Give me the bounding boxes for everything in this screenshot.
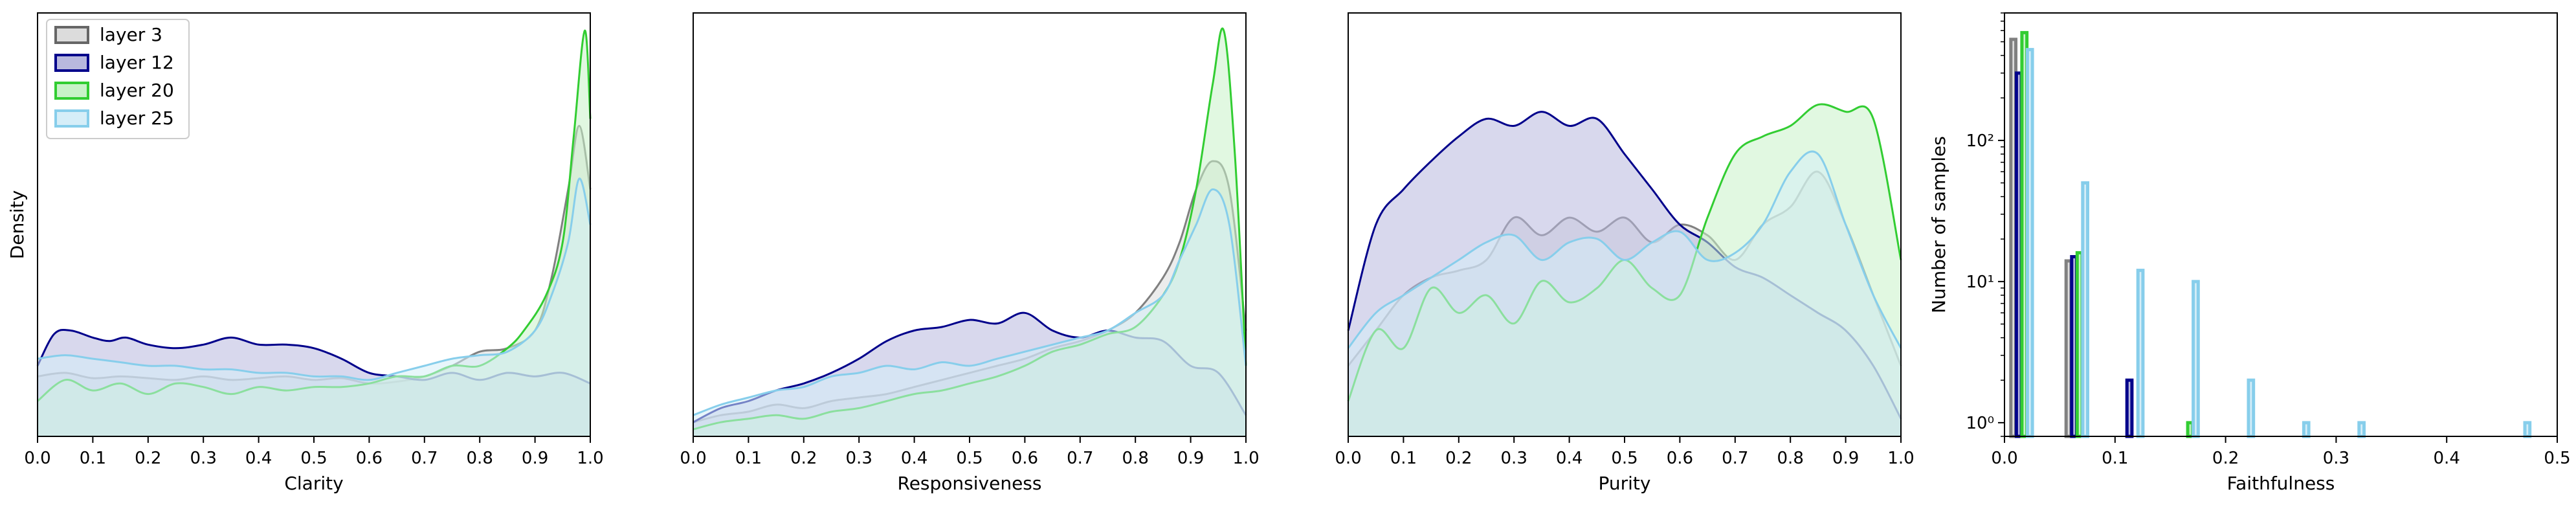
y-axis-label: Number of samples <box>1928 136 1949 313</box>
axes-frame <box>2004 12 2558 437</box>
x-axis-label: Clarity <box>284 473 343 494</box>
x-tick-label: 0.9 <box>522 449 548 468</box>
x-axis-label: Purity <box>1599 473 1651 494</box>
density-fill-layer-25 <box>693 189 1246 436</box>
legend: layer 3 layer 12 layer 20 layer 25 <box>46 19 190 139</box>
legend-swatch-layer-20 <box>54 82 89 100</box>
x-tick-label: 0.7 <box>411 449 438 468</box>
legend-swatch-layer-12 <box>54 54 89 72</box>
legend-label-layer-20: layer 20 <box>100 80 174 101</box>
density-fill-layer-25 <box>38 178 590 436</box>
x-tick-label: 0.5 <box>1611 449 1638 468</box>
legend-label-layer-25: layer 25 <box>100 107 174 129</box>
plot-area-2 <box>693 27 1247 437</box>
x-tick-label: 0.1 <box>1390 449 1417 468</box>
x-tick-label: 0.8 <box>1122 449 1149 468</box>
x-tick-label: 0.7 <box>1067 449 1093 468</box>
x-tick-label: 0.7 <box>1722 449 1748 468</box>
x-tick-label: 0.2 <box>1445 449 1472 468</box>
y-tick-label: 10⁰ <box>1966 414 1994 433</box>
density-line-layer-25 <box>37 177 592 381</box>
panel-3: 0.0 0.1 0.2 0.3 0.4 0.5 0.6 0.7 0.8 0.9 1.0 Purity <box>1335 12 1915 494</box>
x-tick-label: 0.2 <box>790 449 817 468</box>
histogram-bar-layer-12 <box>2125 378 2134 438</box>
x-tick-label: 0.1 <box>80 449 106 468</box>
x-tick-label: 0.1 <box>735 449 762 468</box>
x-tick-label: 0.5 <box>956 449 983 468</box>
x-tick-label: 0.4 <box>2434 449 2460 468</box>
x-tick-label: 0.5 <box>2544 449 2570 468</box>
x-axis-label: Faithfulness <box>2227 473 2335 494</box>
x-tick-label: 0.5 <box>300 449 327 468</box>
panel-1: 0.0 0.1 0.2 0.3 0.4 0.5 0.6 0.7 0.8 0.9 1.0 Clarity… <box>6 12 604 494</box>
x-tick-label: 0.4 <box>901 449 927 468</box>
histogram-bar-layer-25 <box>2523 421 2532 438</box>
histogram-bar-layer-25 <box>2025 48 2034 438</box>
x-tick-label: 0.0 <box>680 449 706 468</box>
histogram-bar-layer-25 <box>2136 269 2145 438</box>
panel-2: 0.0 0.1 0.2 0.3 0.4 0.5 0.6 0.7 0.8 0.9 1.0 Respons… <box>680 12 1260 494</box>
histogram-bar-layer-25 <box>2302 421 2311 438</box>
x-axis-label: Responsiveness <box>898 473 1042 494</box>
histogram-bar-layer-25 <box>2357 421 2366 438</box>
x-tick-label: 0.3 <box>2323 449 2349 468</box>
x-tick-label: 0.3 <box>1501 449 1527 468</box>
legend-frame <box>46 19 190 139</box>
x-tick-label: 0.6 <box>1012 449 1038 468</box>
x-tick-label: 0.2 <box>135 449 161 468</box>
legend-items: layer 3 layer 12 layer 20 layer 25 <box>54 24 174 129</box>
x-tick-label: 0.8 <box>1777 449 1804 468</box>
x-tick-label: 0.0 <box>24 449 50 468</box>
x-tick-label: 0.4 <box>245 449 272 468</box>
x-tick-label: 0.6 <box>356 449 383 468</box>
x-tick-label: 0.4 <box>1556 449 1582 468</box>
density-line-layer-25 <box>1347 150 1902 349</box>
legend-label-layer-3: layer 3 <box>100 24 162 45</box>
x-tick-label: 0.8 <box>467 449 493 468</box>
x-tick-label: 0.3 <box>846 449 872 468</box>
histogram-bar-layer-25 <box>2192 280 2200 438</box>
y-tick-label: 10¹ <box>1966 273 1994 292</box>
plot-area-1 <box>36 29 592 436</box>
x-tick-label: 0.0 <box>1991 449 2017 468</box>
x-tick-label: 0.2 <box>2212 449 2239 468</box>
x-tick-label: 0.6 <box>1667 449 1693 468</box>
histogram-bar-layer-25 <box>2081 181 2090 438</box>
legend-label-layer-12: layer 12 <box>100 52 174 73</box>
density-line-layer-25 <box>693 188 1247 416</box>
panels: 0.0 0.1 0.2 0.3 0.4 0.5 0.6 0.7 0.8 0.9 1.0 Clarity… <box>6 12 2571 494</box>
histogram-bar-layer-25 <box>2247 378 2256 438</box>
x-tick-label: 0.1 <box>2102 449 2128 468</box>
panel-4: 10⁰ 10¹ 10² 0.0 0.1 0.2 0.3 0.4 0.5 Faithfulness N… <box>1928 12 2571 494</box>
plot-area-3 <box>1347 103 1902 436</box>
legend-swatch-layer-3 <box>54 26 89 44</box>
x-tick-label: 0.3 <box>190 449 217 468</box>
y-tick-label: 10² <box>1966 131 1994 151</box>
x-tick-label: 0.0 <box>1335 449 1361 468</box>
x-tick-label: 1.0 <box>1887 449 1914 468</box>
density-fill-layer-25 <box>1348 151 1901 436</box>
plot-area-4 <box>2009 30 2532 438</box>
x-tick-label: 1.0 <box>1232 449 1259 468</box>
x-tick-label: 0.9 <box>1832 449 1859 468</box>
y-axis-label: Density <box>6 190 28 259</box>
x-tick-label: 1.0 <box>577 449 603 468</box>
legend-swatch-layer-25 <box>54 109 89 128</box>
x-tick-label: 0.9 <box>1177 449 1204 468</box>
